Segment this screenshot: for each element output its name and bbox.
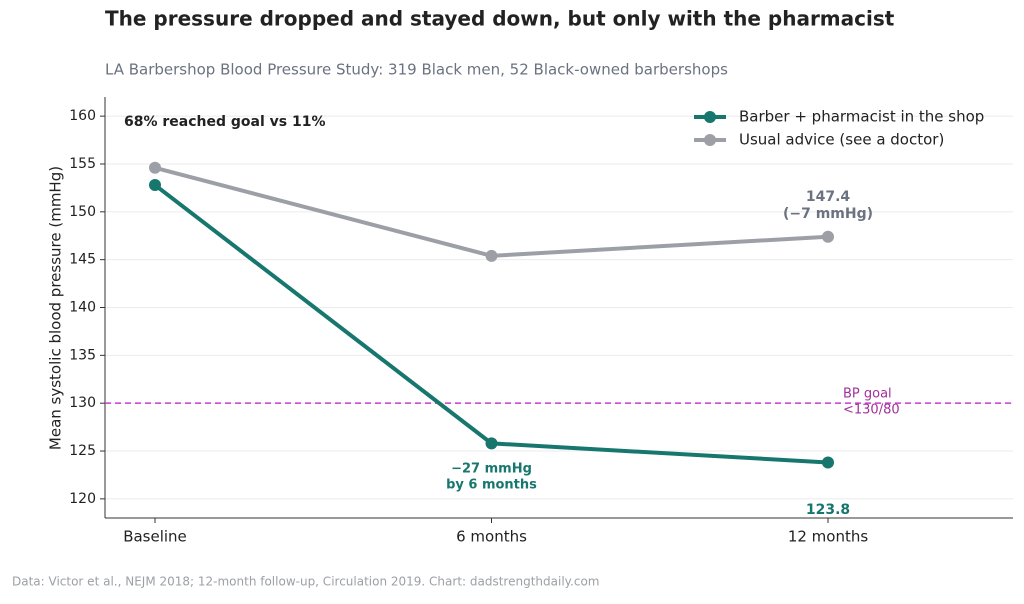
legend-label: Usual advice (see a doctor) — [739, 131, 944, 149]
y-tick-label: 150 — [69, 204, 96, 220]
y-tick-label: 120 — [69, 491, 96, 507]
annotation: (−7 mmHg) — [783, 206, 873, 222]
y-tick-label: 155 — [69, 156, 96, 172]
chart-title: The pressure dropped and stayed down, bu… — [105, 7, 895, 31]
series-line — [153, 183, 829, 465]
y-tick-label: 130 — [69, 395, 96, 411]
legend-marker — [704, 134, 716, 146]
x-tick-label: 12 months — [788, 528, 869, 546]
x-tick-label: 6 months — [456, 528, 527, 546]
point — [485, 437, 498, 450]
goal-label: BP goal — [843, 387, 892, 402]
goal-label: <130/80 — [843, 403, 900, 418]
point — [149, 179, 161, 192]
source-note: Data: Victor et al., NEJM 2018; 12-month… — [12, 575, 600, 589]
y-tick-label: 125 — [69, 443, 96, 459]
point — [149, 161, 161, 174]
point — [822, 230, 834, 243]
data-label: 147.4 — [806, 189, 851, 205]
y-axis-label: Mean systolic blood pressure (mmHg) — [47, 166, 65, 450]
annotation: −27 mmHg — [451, 462, 532, 477]
data-label: 123.8 — [806, 502, 850, 518]
y-tick-label: 145 — [69, 252, 96, 268]
y-tick-label: 135 — [69, 347, 96, 363]
x-tick-label: Baseline — [123, 528, 187, 546]
point — [485, 249, 498, 262]
point — [822, 456, 834, 469]
chart-subtitle: LA Barbershop Blood Pressure Study: 319 … — [105, 61, 728, 79]
y-tick-label: 140 — [69, 300, 96, 316]
annotation: 68% reached goal vs 11% — [124, 114, 326, 130]
legend-label: Barber + pharmacist in the shop — [739, 108, 984, 126]
y-tick-label: 160 — [69, 108, 96, 124]
legend-marker — [704, 111, 716, 123]
annotation: by 6 months — [446, 478, 537, 493]
